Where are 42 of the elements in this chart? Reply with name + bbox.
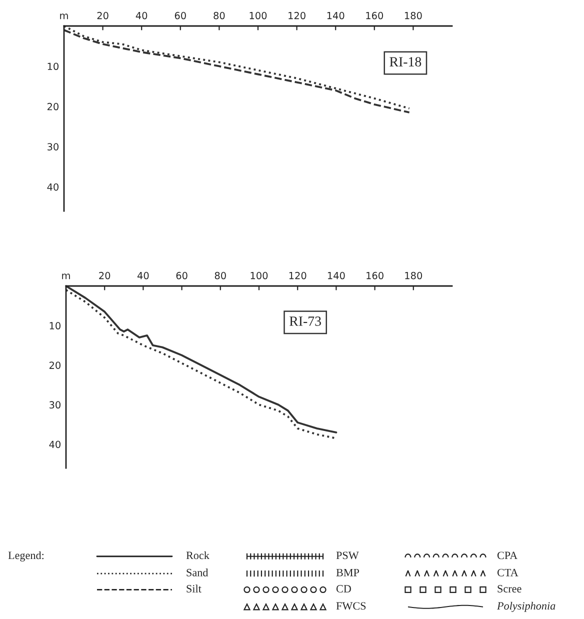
text: Scree: [498, 585, 522, 592]
x-tick-label: 120: [289, 272, 306, 280]
x-tick-label: 100: [250, 272, 268, 280]
x-tick-label: 80: [214, 12, 225, 20]
x-tick-label: 80: [214, 272, 226, 280]
text: CPA: [497, 552, 518, 560]
text: Sand: [186, 568, 208, 576]
x-tick-label: 140: [327, 12, 344, 20]
text: Rock: [186, 551, 210, 560]
text: PSW: [336, 552, 359, 560]
text: BMP: [336, 568, 360, 576]
x-tick-label: m: [60, 14, 68, 20]
x-tick-label: 140: [328, 272, 345, 280]
text: CD: [336, 585, 351, 592]
x-tick-label: 60: [176, 272, 188, 280]
x-tick-label: 160: [366, 272, 384, 280]
y-tick-label: 10: [50, 322, 60, 330]
x-tick-label: 180: [405, 272, 422, 280]
x-tick-label: 160: [366, 12, 384, 20]
x-tick-label: 60: [174, 12, 186, 20]
text: Silt: [186, 584, 202, 592]
x-tick-label: m: [62, 274, 70, 280]
text: Polysiphonia: [496, 602, 556, 612]
annotation: RI-73: [290, 316, 321, 326]
x-tick-label: 20: [97, 12, 108, 20]
x-tick-label: 40: [137, 272, 149, 280]
x-tick-label: 100: [250, 12, 267, 20]
x-tick-label: 180: [404, 12, 422, 20]
text: Legend:: [8, 551, 44, 562]
text: FWCS: [336, 602, 366, 610]
y-tick-label: 40: [47, 183, 58, 191]
x-tick-label: 40: [136, 12, 148, 20]
y-tick-label: 10: [48, 62, 58, 70]
text: CTA: [497, 568, 518, 576]
y-tick-label: 30: [48, 143, 58, 150]
x-tick-label: 20: [99, 272, 110, 280]
y-tick-label: 30: [50, 401, 60, 409]
x-tick-label: 120: [288, 12, 306, 20]
y-tick-label: 20: [47, 102, 58, 110]
y-tick-label: 20: [49, 362, 60, 369]
y-tick-label: 40: [49, 440, 60, 448]
annotation: RI-18: [390, 57, 422, 66]
